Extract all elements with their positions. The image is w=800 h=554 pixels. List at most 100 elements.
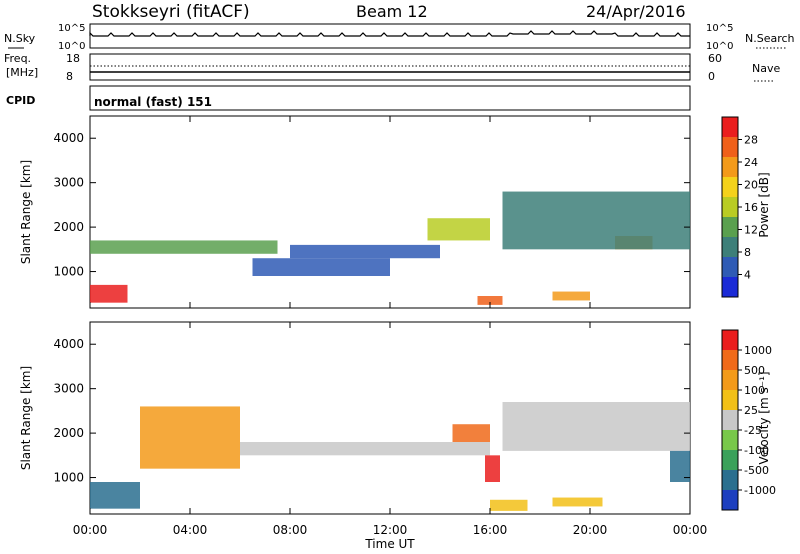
velocity-ytick-label: 3000 [53, 382, 84, 396]
power-ytick-label: 3000 [53, 176, 84, 190]
power-ylabel: Slant Range [km] [19, 160, 33, 264]
nave-tick-top: 60 [708, 52, 722, 65]
velocity-ytick-label: 2000 [53, 426, 84, 440]
power-scatter-band [502, 191, 690, 250]
power-colorbar-swatch [722, 177, 738, 197]
power-colorbar: 4 8 12 16 20 24 28 [721, 116, 758, 298]
velocity-scatter-band [90, 482, 140, 509]
power-colorbar-tick-label: 4 [744, 269, 751, 282]
velocity-scatter-band [552, 497, 603, 507]
date-title: 24/Apr/2016 [586, 2, 686, 21]
power-colorbar-swatch [722, 237, 738, 257]
power-colorbar-tick-label: 12 [744, 224, 758, 237]
xlabel: Time UT [364, 537, 415, 551]
velocity-colorbar-swatch [722, 370, 738, 390]
velocity-ylabel: Slant Range [km] [19, 366, 33, 470]
velocity-axis: 1000 2000 3000 4000 [53, 322, 691, 514]
power-ytick-label: 2000 [53, 220, 84, 234]
power-colorbar-tick-label: 20 [744, 179, 758, 192]
velocity-scatter-band [670, 450, 690, 482]
power-colorbar-swatch [722, 137, 738, 157]
time-tick-label: 04:00 [173, 523, 208, 537]
velocity-scatter-band [490, 499, 528, 511]
velocity-scatter-band [140, 406, 240, 469]
velocity-panel: 1000 2000 3000 4000 [53, 321, 691, 515]
power-colorbar-swatch [722, 197, 738, 217]
time-axis: 00:00 04:00 08:00 12:00 16:00 20:00 00:00 [73, 523, 708, 537]
velocity-colorbar-tick-label: -1000 [744, 484, 776, 497]
velocity-scatter-band [452, 424, 490, 442]
velocity-scatter-band [240, 442, 490, 456]
velocity-colorbar-swatch [722, 430, 738, 450]
power-scatter-band [90, 284, 128, 303]
velocity-colorbar-tick-label: 25 [744, 404, 758, 417]
velocity-scatter-band [502, 402, 690, 451]
beam-title: Beam 12 [356, 2, 428, 21]
freq-label-2: [MHz] [6, 66, 38, 79]
velocity-colorbar-swatch [722, 350, 738, 370]
power-ytick-label: 1000 [53, 265, 84, 279]
velocity-colorbar: 1000 500 100 25 -25 -100 -500 -1000 [721, 329, 776, 511]
nsearch-label: N.Search [745, 32, 795, 45]
power-colorbar-tick-label: 8 [744, 246, 751, 259]
freq-tick-top: 18 [66, 52, 80, 65]
velocity-colorbar-swatch [722, 410, 738, 430]
velocity-colorbar-tick-label: 1000 [744, 344, 772, 357]
velocity-colorbar-swatch [722, 330, 738, 350]
power-scatter-band [552, 291, 590, 301]
power-colorbar-swatch [722, 257, 738, 277]
velocity-colorbar-swatch [722, 390, 738, 410]
noise-trace [89, 30, 690, 37]
velocity-colorbar-tick-label: 500 [744, 364, 765, 377]
station-title: Stokkseyri (fitACF) [92, 2, 250, 22]
velocity-colorbar-tick-label: 100 [744, 384, 765, 397]
velocity-colorbar-tick-label: -25 [744, 424, 762, 437]
power-colorbar-swatch [722, 117, 738, 137]
power-scatter-band [477, 296, 503, 305]
cpid-panel [89, 85, 691, 111]
velocity-colorbar-frame [721, 329, 739, 511]
velocity-colorbar-tick-label: -500 [744, 464, 769, 477]
velocity-colorbar-swatch [722, 490, 738, 510]
freq-tick-bottom: 8 [66, 70, 73, 83]
noise-tick-right-bottom: 10^0 [706, 41, 733, 52]
power-colorbar-swatch [722, 217, 738, 237]
noise-tick-right-top: 10^5 [706, 23, 733, 34]
power-colorbar-tick-label: 28 [744, 134, 758, 147]
noise-tick-left-bottom: 10^0 [58, 41, 85, 52]
power-colorbar-swatch [722, 157, 738, 177]
velocity-colorbar-tick-label: -100 [744, 444, 769, 457]
power-colorbar-tick-label: 24 [744, 156, 758, 169]
power-colorbar-swatch [722, 277, 738, 297]
power-colorbar-label: Power [dB] [757, 172, 771, 237]
power-data [90, 191, 690, 305]
velocity-scatter-band [485, 455, 500, 482]
power-scatter-band [427, 218, 490, 241]
velocity-data [90, 402, 690, 511]
cpid-value: normal (fast) 151 [94, 95, 212, 109]
velocity-colorbar-label: Velocity [m s⁻¹] [757, 371, 771, 464]
power-panel: 1000 2000 3000 4000 [53, 115, 691, 309]
nave-label: Nave [752, 62, 780, 75]
power-scatter-band [252, 258, 390, 276]
power-axis: 1000 2000 3000 4000 [53, 116, 691, 308]
nsky-label: N.Sky [4, 32, 36, 45]
power-scatter-band [290, 244, 440, 259]
time-tick-label: 20:00 [573, 523, 608, 537]
noise-tick-left-top: 10^5 [58, 23, 85, 34]
time-tick-label: 16:00 [473, 523, 508, 537]
power-ytick-label: 4000 [53, 131, 84, 145]
velocity-colorbar-swatch [722, 470, 738, 490]
time-tick-label: 08:00 [273, 523, 308, 537]
power-colorbar-tick-label: 16 [744, 201, 758, 214]
velocity-ytick-label: 1000 [53, 471, 84, 485]
freq-panel [89, 53, 691, 81]
time-tick-label: 00:00 [673, 523, 708, 537]
freq-label-1: Freq. [4, 52, 31, 65]
velocity-colorbar-swatch [722, 450, 738, 470]
velocity-ytick-label: 4000 [53, 337, 84, 351]
power-scatter-band [90, 240, 278, 254]
time-tick-label: 12:00 [373, 523, 408, 537]
noise-line [89, 30, 690, 37]
